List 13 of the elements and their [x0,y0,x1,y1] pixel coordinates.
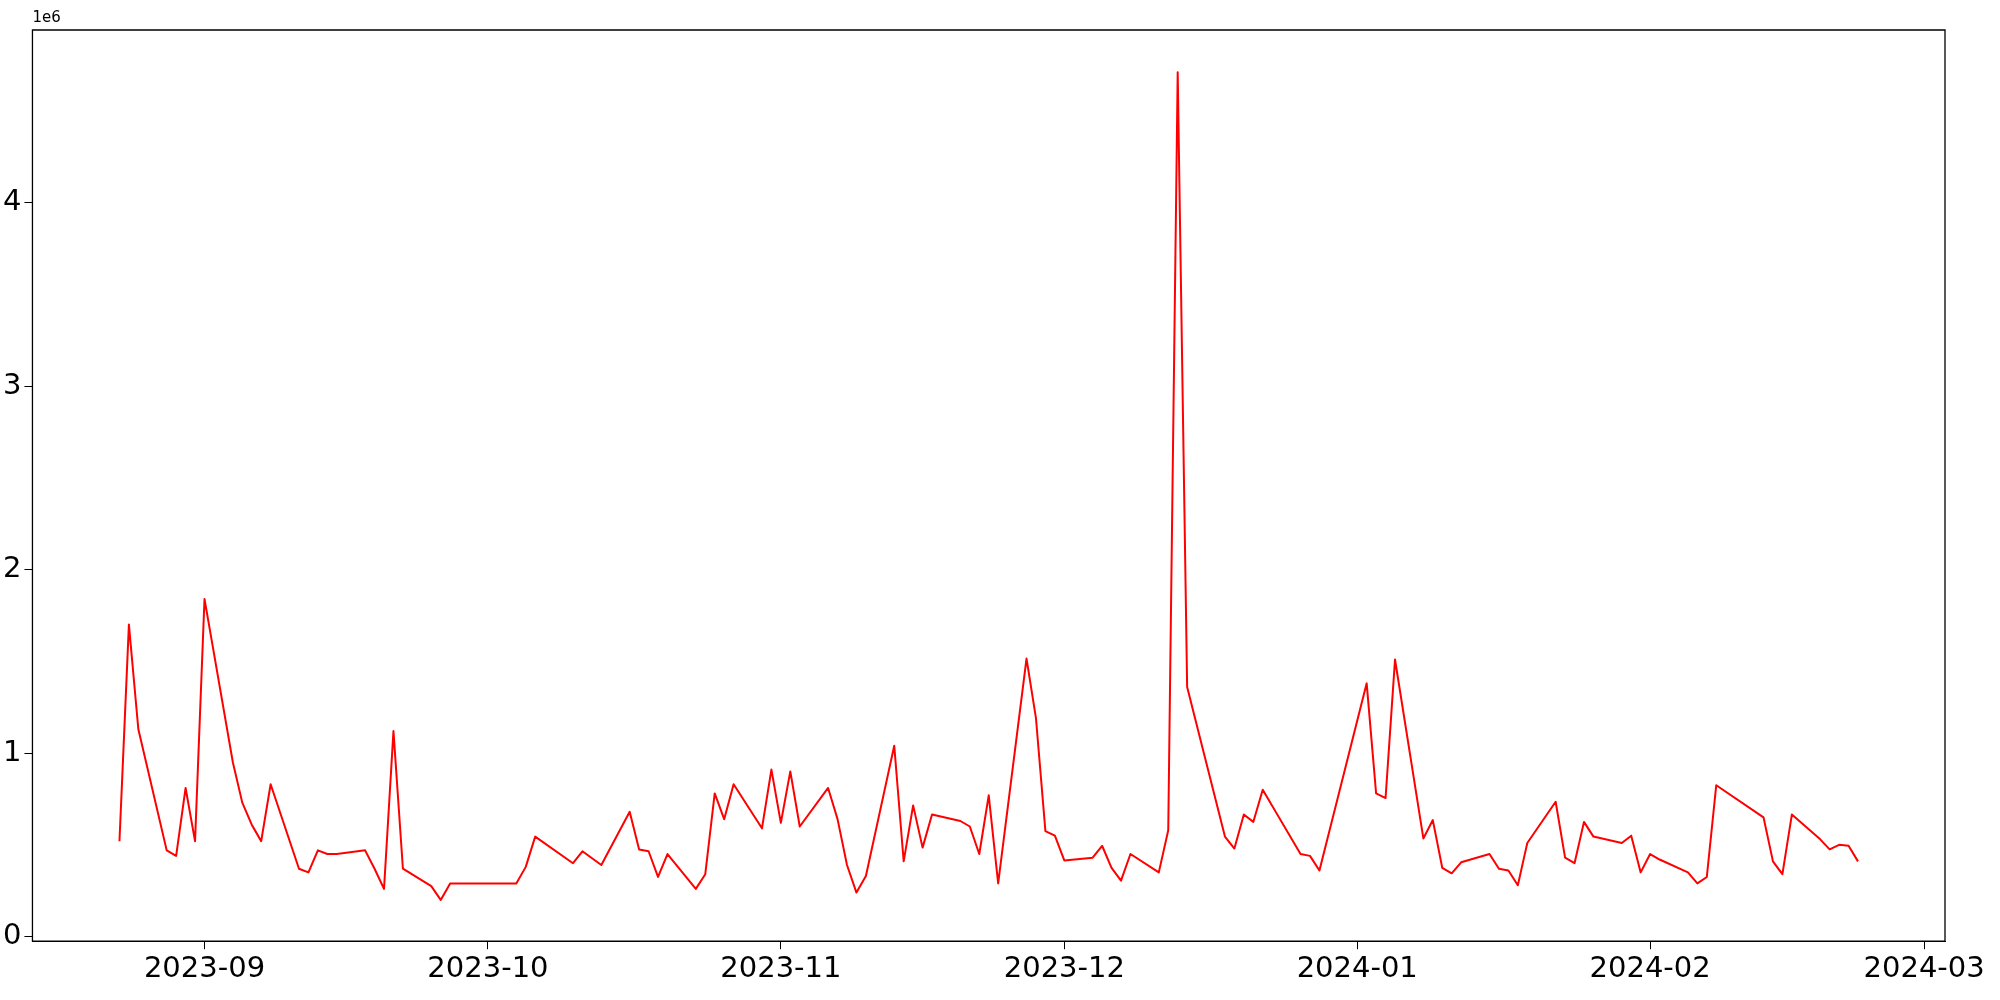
x-tick-label: 2023-11 [720,950,842,985]
y-tick-label: 1 [3,733,22,768]
x-tick-label: 2023-10 [427,950,549,985]
x-tick-label: 2024-03 [1863,950,1985,985]
y-tick-label: 0 [3,917,22,952]
x-tick-label: 2023-12 [1003,950,1125,985]
y-tick-label: 2 [3,550,22,585]
x-tick-label: 2023-09 [143,950,266,985]
x-tick-label: 2024-02 [1589,950,1711,985]
y-tick-label: 3 [3,366,22,401]
y-tick-label: 4 [3,183,22,218]
text: 1e6 [32,8,61,27]
x-tick-label: 2024-01 [1296,950,1418,985]
